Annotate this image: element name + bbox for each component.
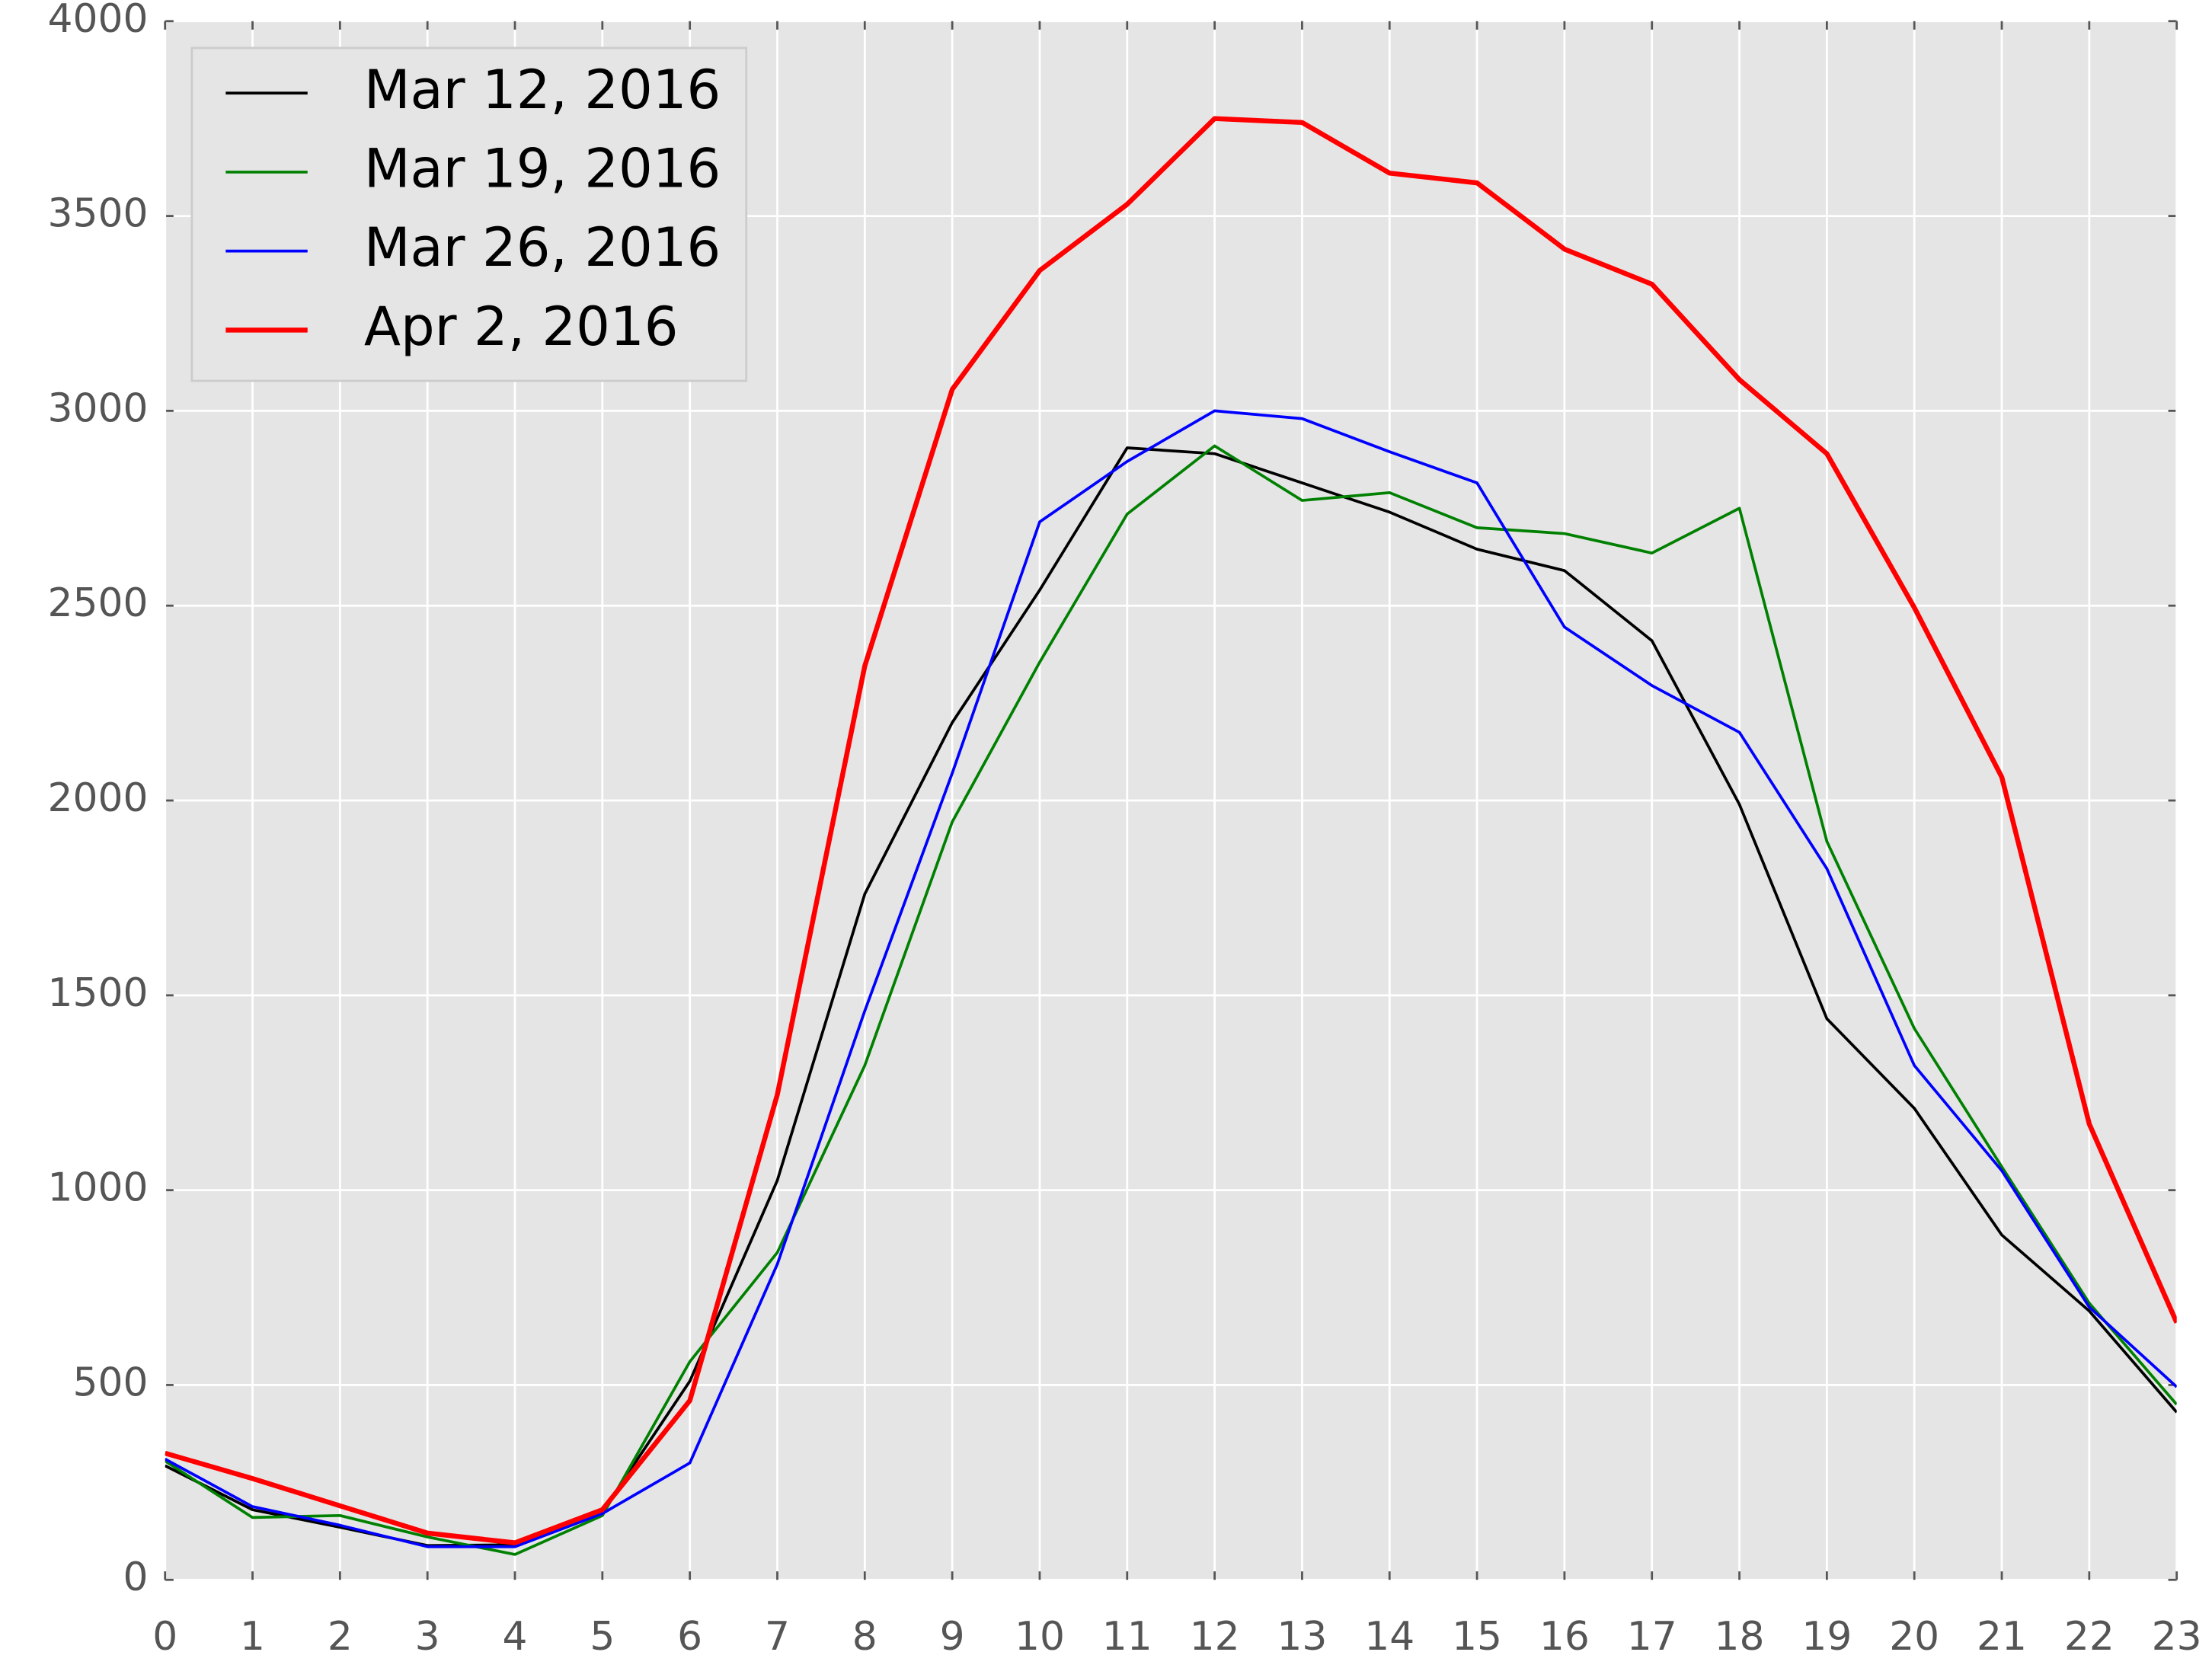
y-tick-label: 500 [73,1360,149,1405]
x-tick-label: 8 [852,1614,877,1660]
x-tick-label: 18 [1715,1614,1765,1660]
y-tick-label: 3000 [48,385,149,431]
x-tick-label: 21 [1977,1614,2027,1660]
x-tick-label: 0 [152,1614,177,1660]
series-line [165,446,2177,1548]
x-tick-label: 15 [1452,1614,1502,1660]
x-tick-label: 23 [2152,1614,2202,1660]
x-tick-label: 16 [1539,1614,1590,1660]
x-tick-label: 19 [1801,1614,1852,1660]
y-tick-label: 1500 [48,970,149,1016]
series-line [165,116,2177,1545]
legend-label: Mar 12, 2016 [364,59,721,121]
y-tick-label: 2000 [48,775,149,821]
x-tick-label: 12 [1190,1614,1240,1660]
x-tick-label: 22 [2064,1614,2115,1660]
y-tick-label: 2500 [48,580,149,626]
series-line [165,444,2177,1556]
x-tick-label: 9 [940,1614,965,1660]
y-tick-label: 0 [123,1555,148,1600]
x-tick-label: 13 [1277,1614,1327,1660]
x-tick-label: 10 [1015,1614,1065,1660]
x-tick-label: 6 [677,1614,702,1660]
x-tick-label: 4 [503,1614,528,1660]
x-tick-label: 17 [1627,1614,1677,1660]
y-tick-label: 1000 [48,1165,149,1211]
x-tick-label: 20 [1889,1614,1939,1660]
series-line [165,409,2177,1548]
x-tick-label: 3 [415,1614,440,1660]
legend-label: Apr 2, 2016 [364,296,679,358]
legend-label: Mar 19, 2016 [364,137,721,200]
x-tick-label: 5 [590,1614,615,1660]
legend-label: Mar 26, 2016 [364,216,721,279]
x-tick-label: 7 [765,1614,790,1660]
y-tick-label: 3500 [48,191,149,237]
x-tick-label: 1 [240,1614,265,1660]
legend-box [190,46,748,382]
y-tick-label: 4000 [48,0,149,42]
x-tick-label: 11 [1102,1614,1152,1660]
x-tick-label: 14 [1364,1614,1414,1660]
x-tick-label: 2 [328,1614,353,1660]
